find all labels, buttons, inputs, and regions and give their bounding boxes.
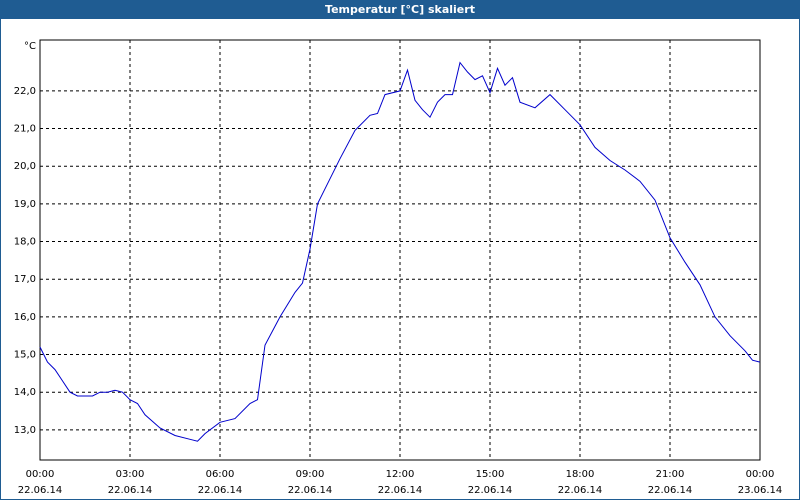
y-tick-label: 17,0 [14, 274, 36, 285]
x-tick-date: 22.06.14 [108, 485, 153, 496]
y-tick-label: 19,0 [14, 199, 36, 210]
y-tick-label: 18,0 [14, 237, 36, 248]
x-tick-date: 22.06.14 [648, 485, 693, 496]
x-tick-date: 22.06.14 [288, 485, 333, 496]
y-unit: °C [24, 41, 36, 52]
data-line [39, 61, 761, 442]
x-tick-label: 06:00 [206, 469, 235, 480]
x-tick-label: 00:00 [26, 469, 55, 480]
x-tick-label: 15:00 [476, 469, 505, 480]
x-tick-date: 23.06.14 [738, 485, 783, 496]
y-tick-label: 13,0 [14, 425, 36, 436]
x-tick-label: 18:00 [566, 469, 595, 480]
x-tick-label: 21:00 [656, 469, 685, 480]
y-tick-label: 14,0 [14, 387, 36, 398]
x-tick-label: 00:00 [746, 469, 775, 480]
x-tick-date: 22.06.14 [558, 485, 603, 496]
chart-title: Temperatur [°C] skaliert [325, 3, 475, 16]
title-bar [0, 0, 800, 19]
x-tick-label: 12:00 [386, 469, 415, 480]
x-tick-label: 03:00 [116, 469, 145, 480]
x-tick-date: 22.06.14 [18, 485, 63, 496]
y-tick-label: 15,0 [14, 350, 36, 361]
y-tick-label: 20,0 [14, 161, 36, 172]
x-tick-date: 22.06.14 [378, 485, 423, 496]
y-tick-label: 22,0 [14, 86, 36, 97]
y-tick-label: 21,0 [14, 124, 36, 135]
x-tick-label: 09:00 [296, 469, 325, 480]
y-tick-label: 16,0 [14, 312, 36, 323]
x-tick-date: 22.06.14 [198, 485, 243, 496]
x-tick-date: 22.06.14 [468, 485, 513, 496]
